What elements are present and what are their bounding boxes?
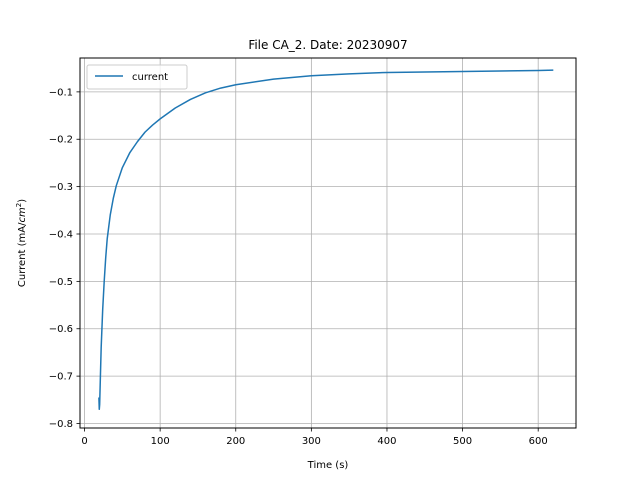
x-tick-label: 300 xyxy=(302,436,321,447)
x-tick-label: 500 xyxy=(453,436,472,447)
y-tick-label: −0.1 xyxy=(49,87,73,98)
y-axis-label-prefix: Current (mA/ xyxy=(17,222,28,287)
y-axis-label-suffix: ) xyxy=(17,199,28,203)
legend-box xyxy=(86,64,188,90)
y-tick-label: −0.6 xyxy=(49,324,73,335)
y-axis-label-exponent: 2 xyxy=(15,203,23,207)
tick-layer: 0 100 200 300 400 500 600 −0.8 −0.7 −0.6 −0.5 −0.4 −… xyxy=(49,87,548,447)
x-tick-label: 200 xyxy=(226,436,245,447)
grid-layer xyxy=(80,58,576,428)
series-layer xyxy=(98,69,554,411)
y-axis-label: Current (mA/cm2) xyxy=(15,199,28,287)
y-tick-label: −0.4 xyxy=(49,229,73,240)
series-line-current xyxy=(98,69,554,411)
x-axis-label: Time (s) xyxy=(307,460,349,471)
y-tick-label: −0.5 xyxy=(49,277,73,288)
x-tick-label: 400 xyxy=(377,436,396,447)
y-tick-label: −0.3 xyxy=(49,182,73,193)
legend-label: current xyxy=(132,72,168,83)
y-tick-label: −0.7 xyxy=(49,372,73,383)
axes-frame xyxy=(79,57,577,429)
x-tick-label: 600 xyxy=(529,436,548,447)
y-tick-label: −0.8 xyxy=(49,419,73,430)
x-tick-label: 0 xyxy=(81,436,87,447)
y-axis-label-unit: cm xyxy=(17,207,28,222)
y-tick-label: −0.2 xyxy=(49,135,73,146)
x-tick-label: 100 xyxy=(151,436,170,447)
legend: current xyxy=(86,64,188,90)
chart-title: File CA_2. Date: 20230907 xyxy=(248,38,407,52)
